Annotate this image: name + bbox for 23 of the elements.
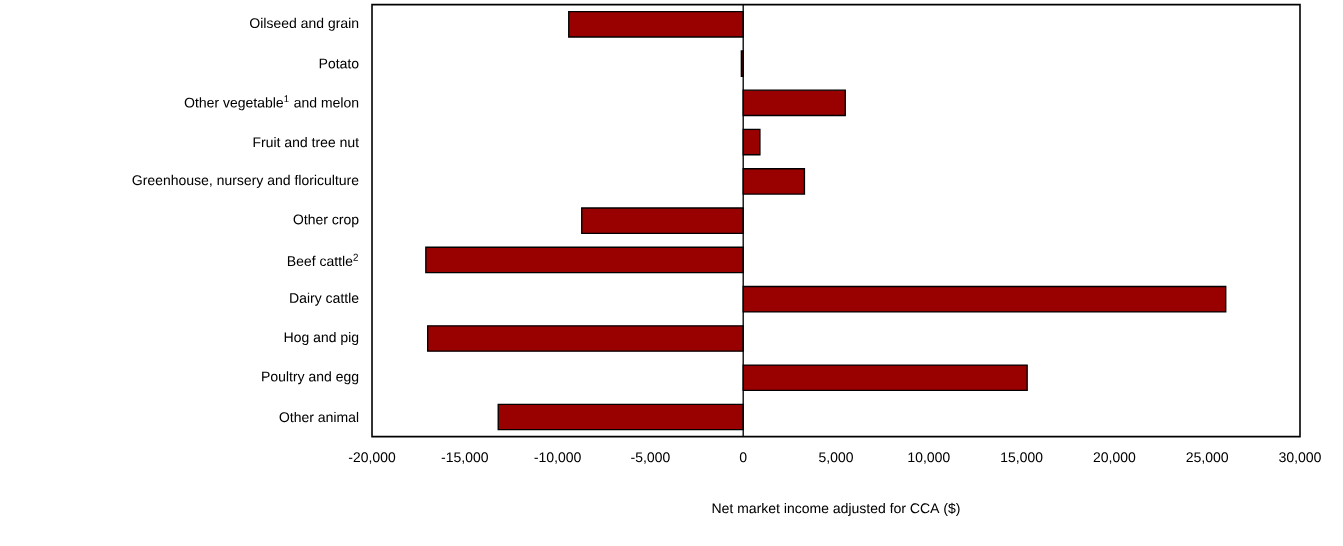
y-tick-label: Other animal	[279, 411, 359, 423]
x-tick-label: -20,000	[348, 452, 396, 464]
y-tick-label: Other vegetable$^{1}$ and melon	[184, 95, 359, 111]
y-tick-label: Poultry and egg	[262, 371, 359, 385]
y-tick-label: Oilseed and grain	[250, 17, 359, 31]
x-tick-label: 15,000	[1001, 452, 1043, 464]
x-tick-label: 20,000	[1093, 452, 1136, 464]
x-tick-label: -10,000	[534, 452, 581, 464]
y-tick-label: Fruit and tree nut	[253, 136, 359, 148]
x-tick-label: -15,000	[441, 452, 488, 464]
x-tick-label: 0	[739, 452, 747, 463]
y-tick-label: Greenhouse, nursery and floriculture	[132, 174, 359, 188]
y-tick-label: Hog and pig	[284, 331, 359, 346]
x-tick-label: 5,000	[819, 452, 853, 464]
x-tick-label: 25,000	[1186, 452, 1229, 464]
x-tick-label: -5,000	[631, 452, 670, 464]
y-tick-label: Beef cattle$^{2}$	[287, 253, 358, 267]
y-tick-label: Other crop	[293, 214, 359, 228]
y-tick-label: Dairy cattle	[290, 292, 359, 306]
x-tick-label: 10,000	[908, 452, 950, 464]
x-tick-label: 30,000	[1279, 452, 1321, 464]
y-tick-label: Potato	[319, 58, 359, 69]
x-axis-title: Net market income adjusted for CCA ($)	[712, 502, 960, 517]
